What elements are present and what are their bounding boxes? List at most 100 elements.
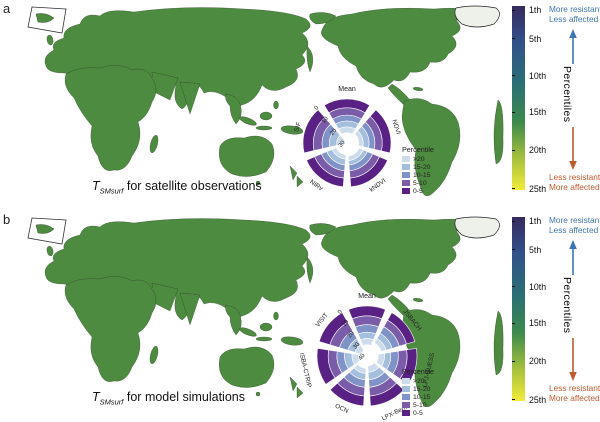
colorbar-annotations-b: More resistant Less affected Percentiles…	[549, 215, 600, 419]
rose-legend-row: 15-20	[402, 163, 462, 171]
rose-legend-title: Percentile	[402, 367, 434, 376]
colorbar-tick: 10th	[529, 70, 547, 81]
legend-swatch	[402, 188, 410, 194]
panel-b-label: b	[3, 212, 11, 227]
rose-segment-Mean->20	[360, 338, 374, 346]
rose-sector-label-Mean: Mean	[358, 293, 376, 300]
rose-legend-row: 10-15	[402, 393, 462, 401]
rose-segment-Mean->20	[338, 126, 356, 135]
legend-swatch	[402, 180, 410, 186]
colorbar-ticks-a: 1th 5th 10th 15th 20th 25th	[529, 5, 553, 193]
rose-segment-LPX-Bern->20	[367, 362, 380, 373]
colorbar-tick-mark	[512, 9, 515, 11]
rose-segment-NIRv->20	[331, 147, 347, 160]
caption-b: TSMsurf for model simulations	[92, 390, 245, 407]
colorbar-tick-mark	[512, 75, 515, 76]
rose-segment-JSBACH->20	[374, 338, 387, 353]
colorbar-tick: 25th	[529, 394, 547, 405]
rose-legend-row: 15-20	[402, 385, 462, 393]
rose-sector-label-ISBA-CTRIP: ISBA-CTRIP	[298, 352, 313, 388]
colorbar-tick: 20th	[529, 356, 547, 367]
rose-legend-b: Percentile >20 15-20 10-15 5-10 0-5	[402, 367, 462, 417]
legend-swatch	[402, 410, 410, 416]
colorbar-tick-mark	[512, 188, 515, 190]
colorbar-a	[512, 6, 525, 190]
legend-swatch	[402, 394, 410, 400]
legend-class-label: >20	[413, 377, 425, 385]
rose-legend-row: 0-5	[402, 409, 462, 417]
legend-class-label: 10-15	[413, 393, 431, 401]
colorbar-tick-mark	[512, 111, 515, 113]
colorbar-tick: 1th	[529, 216, 542, 227]
rose-legend-title: Percentile	[402, 145, 434, 154]
legend-swatch	[402, 172, 410, 178]
colorbar-annotations-a: More resistant Less affected Percentiles…	[549, 4, 600, 208]
colorbar-tick-mark	[512, 149, 515, 151]
rose-legend-row: >20	[402, 377, 462, 385]
colorbar-ticks-b: 1th 5th 10th 15th 20th 25th	[529, 216, 553, 404]
panel-a: a Mean NDVI kNDVI NIRv SIF 0 10 20 30 Percentile…	[3, 1, 600, 211]
colorbar-b	[512, 217, 525, 401]
rose-axis-tick: 20	[347, 330, 356, 339]
legend-class-label: 15-20	[413, 163, 431, 171]
rose-legend-a: Percentile >20 15-20 10-15 5-10 0-5	[402, 145, 462, 195]
rose-sector-label-NDVI: NDVI	[390, 119, 401, 136]
rose-legend-row: 5-10	[402, 401, 462, 409]
legend-class-label: 0-5	[413, 409, 423, 417]
arrow-up-icon	[569, 29, 577, 64]
colorbar-tick: 10th	[529, 281, 547, 292]
rose-segment-kNDVI->20	[347, 147, 364, 161]
colorbar-tick: 15th	[529, 318, 547, 329]
caption-b-symbol: T	[92, 390, 100, 404]
percentiles-axis-label: Percentiles	[561, 66, 573, 123]
colorbar-tick: 15th	[529, 107, 547, 118]
rose-sector-label-SIF: SIF	[293, 121, 303, 133]
rose-segment-SIF->20	[336, 134, 346, 146]
annotation-more-resistant: More resistant Less affected	[549, 215, 600, 235]
rose-axis-tick: 0	[314, 105, 321, 112]
annotation-less-resistant: Less resistant More affected	[549, 383, 600, 403]
arrow-up-icon	[569, 240, 577, 275]
panel-b: b Mean JSBACH LPJ-GUESS LPX-Bern OCN ISBA-CTR…	[0, 211, 600, 422]
colorbar-tick-mark	[512, 220, 515, 222]
legend-swatch	[402, 156, 410, 162]
rose-chart-b: MeanJSBACHLPJ-GUESSLPX-BernOCNISBA-CTRIP…	[298, 293, 436, 422]
annotation-less-resistant: Less resistant More affected	[549, 172, 600, 192]
arrow-down-icon	[569, 127, 577, 170]
caption-a-text: for satellite observations	[123, 179, 262, 193]
rose-legend-row: 10-15	[402, 171, 462, 179]
rose-segment-VISIT->20	[354, 344, 365, 355]
rose-axis-tick: 0	[337, 309, 344, 316]
legend-class-label: 5-10	[413, 401, 427, 409]
rose-axis-tick: 30	[338, 139, 347, 148]
legend-swatch	[402, 378, 410, 384]
caption-b-subscript: SMsurf	[99, 397, 124, 407]
percentiles-axis-label: Percentiles	[561, 277, 573, 334]
colorbar-tick-mark	[512, 360, 515, 362]
panel-a-label: a	[3, 1, 11, 16]
colorbar-tick: 1th	[529, 5, 542, 16]
colorbar-tick: 5th	[529, 244, 542, 255]
arrow-down-icon	[569, 338, 577, 381]
caption-b-text: for model simulations	[123, 390, 245, 404]
rose-axis-tick: 10	[342, 319, 351, 328]
colorbar-tick-mark	[512, 249, 515, 251]
rose-axis-tick: 40	[358, 352, 367, 361]
caption-a-subscript: SMsurf	[99, 186, 124, 196]
legend-class-label: 15-20	[413, 385, 431, 393]
rose-segment-OCN->20	[353, 364, 367, 374]
colorbar-tick: 5th	[529, 33, 542, 44]
legend-swatch	[402, 164, 410, 170]
legend-class-label: 5-10	[413, 179, 427, 187]
colorbar-tick-mark	[512, 286, 515, 287]
colorbar-tick-mark	[512, 38, 515, 40]
legend-class-label: >20	[413, 155, 425, 163]
caption-a-symbol: T	[92, 179, 100, 193]
rose-segment-NDVI->20	[354, 130, 364, 147]
rose-legend-row: 5-10	[402, 179, 462, 187]
legend-swatch	[402, 402, 410, 408]
caption-a: TSMsurf for satellite observations	[92, 179, 262, 196]
colorbar-tick: 25th	[529, 183, 547, 194]
legend-swatch	[402, 386, 410, 392]
